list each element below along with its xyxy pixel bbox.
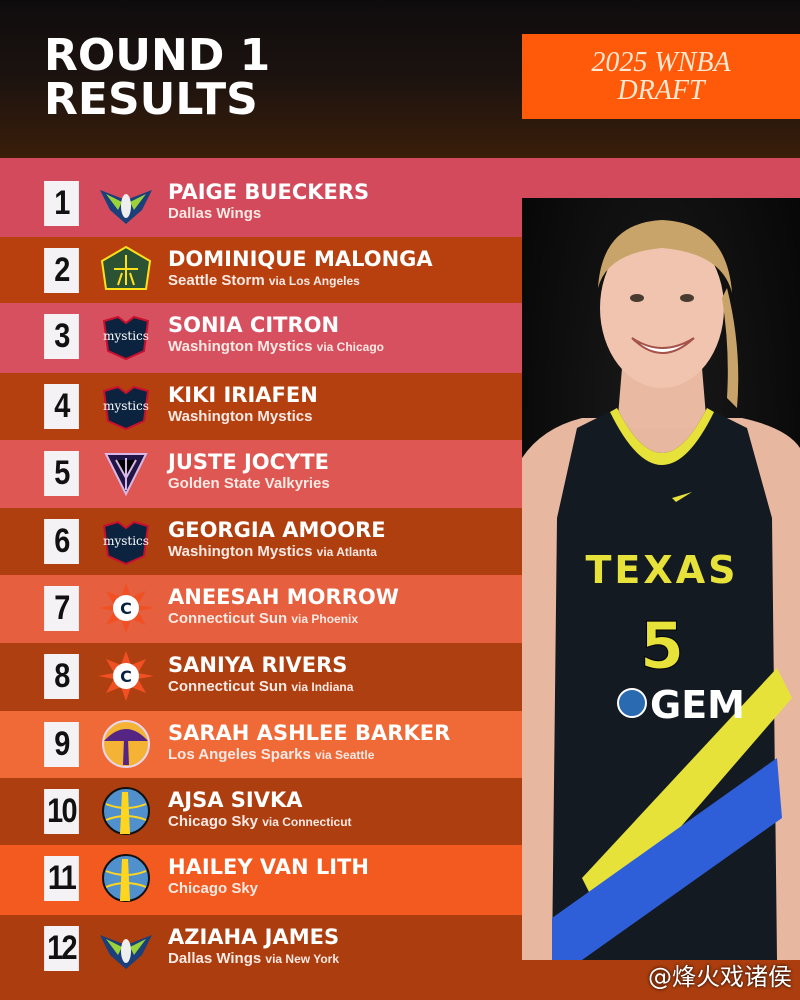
trade-via: via Connecticut bbox=[262, 815, 352, 829]
player-name: SONIA CITRON bbox=[168, 313, 340, 337]
pick-rank: 7 bbox=[44, 586, 79, 631]
team-name: Connecticut Sun bbox=[168, 678, 288, 695]
team-name: Washington Mystics bbox=[168, 408, 313, 425]
team-line: Chicago Sky bbox=[168, 880, 258, 898]
dallas-wings-logo-icon bbox=[100, 190, 152, 224]
jersey-text: TEXAS bbox=[586, 548, 739, 592]
team-line: Dallas Wings bbox=[168, 205, 261, 223]
los-angeles-sparks-logo-icon bbox=[102, 720, 150, 768]
pick-rank: 12 bbox=[44, 926, 79, 971]
player-name: SARAH ASHLEE BARKER bbox=[168, 721, 451, 745]
dallas-wings-logo-icon bbox=[100, 935, 152, 969]
player-photo-illustration: TEXAS 5 GEM bbox=[522, 198, 800, 960]
player-name: AZIAHA JAMES bbox=[168, 925, 340, 949]
connecticut-sun-logo-icon: C bbox=[98, 651, 154, 701]
player-name: DOMINIQUE MALONGA bbox=[168, 247, 433, 271]
team-line: Golden State Valkyries bbox=[168, 475, 330, 493]
team-name: Connecticut Sun bbox=[168, 610, 288, 627]
pick-rank: 6 bbox=[44, 519, 79, 564]
trade-via: via Seattle bbox=[315, 748, 375, 762]
mavericks-logo-icon bbox=[617, 688, 647, 718]
pick-rank: 9 bbox=[44, 722, 79, 767]
svg-text:C: C bbox=[120, 599, 132, 618]
svg-text:mystics: mystics bbox=[103, 329, 149, 343]
player-name: GEORGIA AMOORE bbox=[168, 518, 386, 542]
pick-row: 1 PAIGE BUECKERS Dallas Wings bbox=[0, 158, 800, 237]
header: ROUND 1 RESULTS 2025 WNBA DRAFT bbox=[0, 0, 800, 158]
pick-rank: 1 bbox=[44, 181, 79, 226]
svg-text:mystics: mystics bbox=[103, 399, 149, 413]
team-name: Chicago Sky bbox=[168, 813, 259, 830]
seattle-storm-logo-icon bbox=[100, 245, 152, 290]
player-name: JUSTE JOCYTE bbox=[168, 450, 329, 474]
team-name: Golden State Valkyries bbox=[168, 475, 330, 492]
pick-rank: 11 bbox=[44, 856, 79, 901]
trade-via: via Los Angeles bbox=[268, 274, 360, 288]
team-name: Los Angeles Sparks bbox=[168, 746, 311, 763]
team-name: Dallas Wings bbox=[168, 205, 262, 222]
team-line: Connecticut Sun via Phoenix bbox=[168, 610, 358, 628]
pick-rank: 4 bbox=[44, 384, 79, 429]
pick-rank: 5 bbox=[44, 451, 79, 496]
pick-rank: 3 bbox=[44, 314, 79, 359]
player-name: PAIGE BUECKERS bbox=[168, 180, 370, 204]
trade-via: via New York bbox=[265, 952, 339, 966]
player-name: ANEESAH MORROW bbox=[168, 585, 399, 609]
golden-state-valkyries-logo-icon bbox=[104, 453, 148, 497]
trade-via: via Chicago bbox=[316, 340, 384, 354]
player-name: SANIYA RIVERS bbox=[168, 653, 348, 677]
pick-rank: 8 bbox=[44, 654, 79, 699]
jersey-sponsor: GEM bbox=[650, 683, 745, 727]
trade-via: via Indiana bbox=[291, 680, 354, 694]
watermark: @烽火戏诸侯 bbox=[648, 963, 792, 991]
trade-via: via Phoenix bbox=[291, 612, 359, 626]
chicago-sky-logo-icon bbox=[102, 787, 150, 835]
team-line: Connecticut Sun via Indiana bbox=[168, 678, 353, 696]
pick-rank: 2 bbox=[44, 248, 79, 293]
team-line: Washington Mystics bbox=[168, 408, 312, 426]
team-line: Seattle Storm via Los Angeles bbox=[168, 272, 360, 290]
team-name: Seattle Storm bbox=[168, 272, 265, 289]
player-name: AJSA SIVKA bbox=[168, 788, 303, 812]
svg-text:mystics: mystics bbox=[103, 534, 149, 548]
player-name: HAILEY VAN LITH bbox=[168, 855, 369, 879]
team-line: Washington Mystics via Atlanta bbox=[168, 543, 377, 561]
page-title: ROUND 1 RESULTS bbox=[44, 30, 271, 125]
jersey-number: 5 bbox=[640, 610, 685, 684]
team-line: Los Angeles Sparks via Seattle bbox=[168, 746, 374, 764]
draft-badge: 2025 WNBA DRAFT bbox=[522, 34, 800, 119]
team-line: Dallas Wings via New York bbox=[168, 950, 339, 968]
team-name: Chicago Sky bbox=[168, 880, 259, 897]
team-name: Dallas Wings bbox=[168, 950, 262, 967]
player-photo: TEXAS 5 GEM bbox=[522, 198, 800, 960]
chicago-sky-logo-icon bbox=[102, 854, 150, 902]
player-name: KIKI IRIAFEN bbox=[168, 383, 318, 407]
team-name: Washington Mystics bbox=[168, 543, 313, 560]
team-name: Washington Mystics bbox=[168, 338, 313, 355]
trade-via: via Atlanta bbox=[316, 545, 377, 559]
washington-mystics-logo-icon: mystics bbox=[102, 385, 150, 431]
connecticut-sun-logo-icon: C bbox=[98, 583, 154, 633]
team-line: Chicago Sky via Connecticut bbox=[168, 813, 352, 831]
team-line: Washington Mystics via Chicago bbox=[168, 338, 384, 356]
washington-mystics-logo-icon: mystics bbox=[102, 520, 150, 566]
pick-rank: 10 bbox=[44, 789, 79, 834]
washington-mystics-logo-icon: mystics bbox=[102, 315, 150, 361]
svg-text:C: C bbox=[120, 667, 132, 686]
